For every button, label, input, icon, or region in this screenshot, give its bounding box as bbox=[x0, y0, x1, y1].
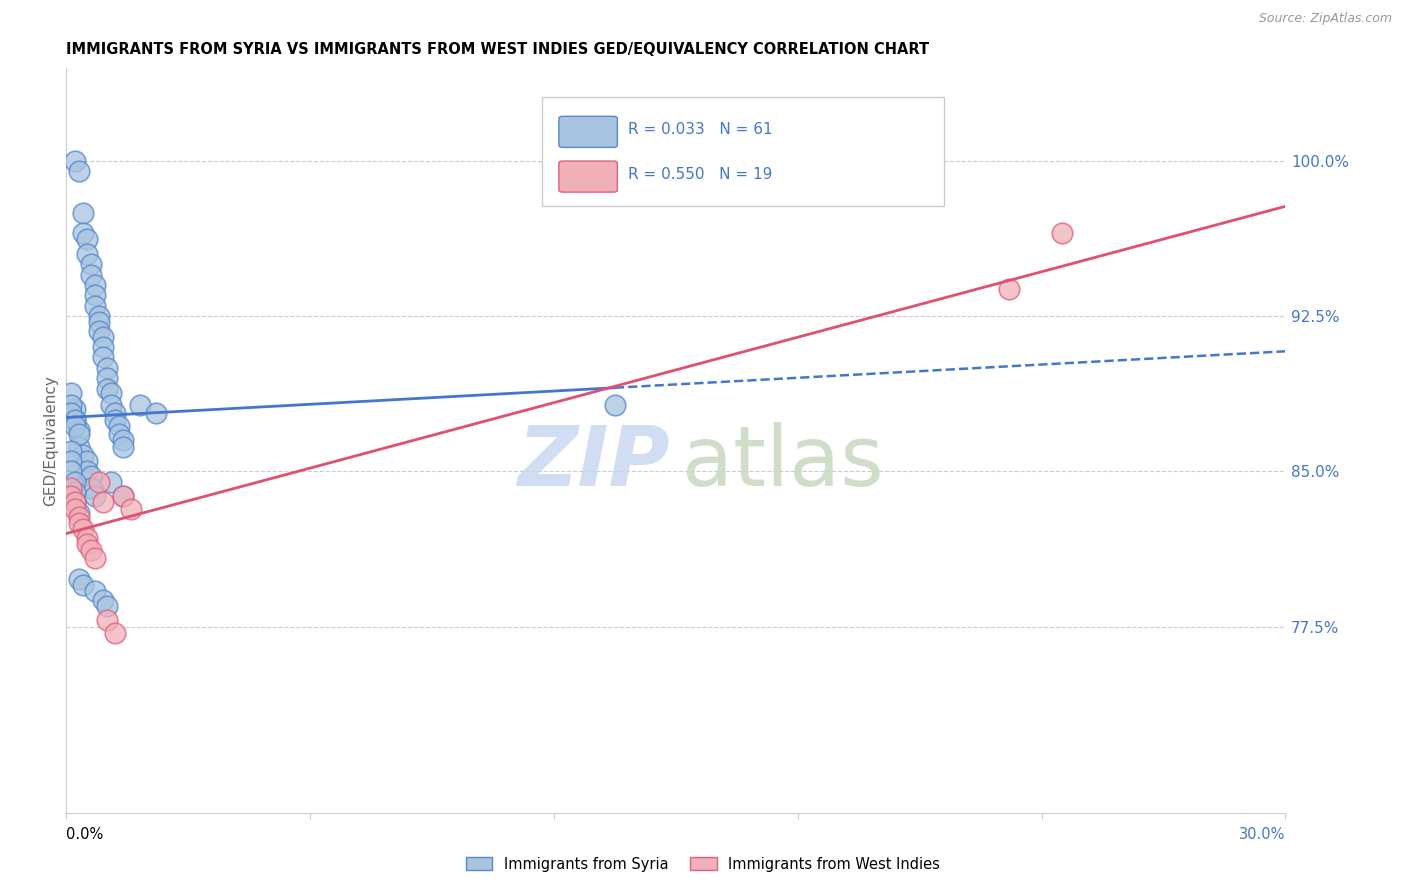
Point bbox=[128, 398, 150, 412]
Point bbox=[72, 205, 94, 219]
Point bbox=[59, 489, 82, 503]
Legend: Immigrants from Syria, Immigrants from West Indies: Immigrants from Syria, Immigrants from W… bbox=[460, 851, 946, 878]
Point bbox=[112, 489, 135, 503]
Text: atlas: atlas bbox=[682, 422, 884, 503]
Point bbox=[112, 434, 135, 448]
Point bbox=[72, 448, 94, 462]
Point bbox=[63, 412, 86, 426]
Point bbox=[91, 495, 114, 509]
FancyBboxPatch shape bbox=[558, 161, 617, 192]
Point bbox=[63, 495, 86, 509]
Point bbox=[91, 330, 114, 344]
Point bbox=[76, 464, 98, 478]
Point bbox=[63, 412, 86, 426]
Point bbox=[67, 572, 90, 586]
Text: Source: ZipAtlas.com: Source: ZipAtlas.com bbox=[1258, 12, 1392, 25]
Point bbox=[67, 427, 90, 442]
Point bbox=[104, 406, 127, 420]
Point bbox=[59, 385, 82, 400]
Point bbox=[83, 584, 105, 599]
Point bbox=[59, 481, 82, 495]
Point bbox=[83, 288, 105, 302]
Point bbox=[63, 402, 86, 417]
FancyBboxPatch shape bbox=[541, 97, 943, 205]
Point bbox=[603, 398, 626, 412]
Point bbox=[1050, 227, 1073, 241]
Point bbox=[104, 625, 127, 640]
Point bbox=[91, 592, 114, 607]
Point bbox=[80, 468, 103, 483]
Point bbox=[104, 412, 127, 426]
Point bbox=[112, 489, 135, 503]
Text: R = 0.033   N = 61: R = 0.033 N = 61 bbox=[628, 122, 773, 137]
Point bbox=[67, 423, 90, 437]
Text: R = 0.550   N = 19: R = 0.550 N = 19 bbox=[628, 167, 773, 182]
Point bbox=[63, 475, 86, 489]
Point bbox=[998, 282, 1021, 296]
Point bbox=[108, 418, 131, 433]
Point bbox=[63, 418, 86, 433]
FancyBboxPatch shape bbox=[558, 116, 617, 147]
Point bbox=[80, 543, 103, 558]
Point bbox=[76, 537, 98, 551]
Point bbox=[145, 406, 167, 420]
Point bbox=[87, 315, 110, 329]
Point bbox=[76, 454, 98, 468]
Point bbox=[87, 475, 110, 489]
Point bbox=[76, 232, 98, 246]
Point bbox=[83, 489, 105, 503]
Point bbox=[59, 464, 82, 478]
Point bbox=[72, 522, 94, 536]
Point bbox=[59, 406, 82, 420]
Text: 0.0%: 0.0% bbox=[66, 828, 104, 842]
Point bbox=[76, 247, 98, 261]
Point bbox=[76, 531, 98, 545]
Point bbox=[63, 495, 86, 509]
Point bbox=[100, 398, 122, 412]
Text: IMMIGRANTS FROM SYRIA VS IMMIGRANTS FROM WEST INDIES GED/EQUIVALENCY CORRELATION: IMMIGRANTS FROM SYRIA VS IMMIGRANTS FROM… bbox=[66, 42, 929, 57]
Point bbox=[63, 501, 86, 516]
Point bbox=[67, 509, 90, 524]
Point bbox=[83, 551, 105, 566]
Point bbox=[96, 382, 118, 396]
Point bbox=[108, 427, 131, 442]
Point bbox=[72, 227, 94, 241]
Point bbox=[96, 614, 118, 628]
Point bbox=[67, 440, 90, 454]
Point bbox=[87, 309, 110, 323]
Point bbox=[59, 398, 82, 412]
Text: 30.0%: 30.0% bbox=[1239, 828, 1285, 842]
Point bbox=[100, 385, 122, 400]
Point bbox=[80, 268, 103, 282]
Point bbox=[63, 485, 86, 500]
Point bbox=[87, 324, 110, 338]
Y-axis label: GED/Equivalency: GED/Equivalency bbox=[44, 375, 58, 506]
Point bbox=[83, 278, 105, 293]
Point bbox=[96, 360, 118, 375]
Point bbox=[91, 340, 114, 354]
Point bbox=[120, 501, 142, 516]
Point bbox=[96, 371, 118, 385]
Point bbox=[67, 516, 90, 530]
Point bbox=[67, 506, 90, 520]
Point bbox=[72, 578, 94, 592]
Text: ZIP: ZIP bbox=[517, 422, 669, 503]
Point bbox=[59, 454, 82, 468]
Point bbox=[100, 475, 122, 489]
Point bbox=[80, 481, 103, 495]
Point bbox=[112, 440, 135, 454]
Point bbox=[83, 299, 105, 313]
Point bbox=[59, 443, 82, 458]
Point bbox=[80, 257, 103, 271]
Point bbox=[67, 164, 90, 178]
Point bbox=[63, 153, 86, 168]
Point bbox=[91, 351, 114, 365]
Point bbox=[96, 599, 118, 613]
